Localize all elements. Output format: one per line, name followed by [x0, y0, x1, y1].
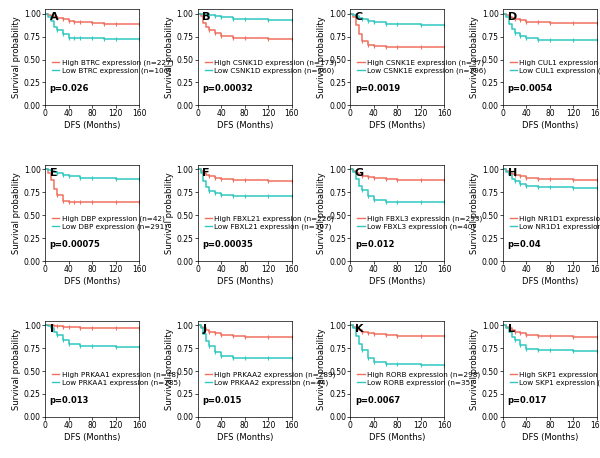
Text: p=0.00032: p=0.00032 — [202, 84, 253, 93]
Legend: High PRKAA2 expression (n=289), Low PRKAA2 expression (n=44): High PRKAA2 expression (n=289), Low PRKA… — [204, 371, 336, 386]
Text: L: L — [508, 323, 515, 333]
Legend: High DBP expression (n=42), Low DBP expression (n=291): High DBP expression (n=42), Low DBP expr… — [52, 215, 167, 230]
Y-axis label: Survival probability: Survival probability — [317, 16, 326, 98]
X-axis label: DFS (Months): DFS (Months) — [64, 121, 120, 130]
X-axis label: DFS (Months): DFS (Months) — [64, 277, 120, 286]
Legend: High PRKAA1 expression (n=48), Low PRKAA1 expression (n=285): High PRKAA1 expression (n=48), Low PRKAA… — [52, 371, 181, 386]
Text: p=0.017: p=0.017 — [508, 396, 547, 404]
Text: p=0.00075: p=0.00075 — [50, 240, 101, 249]
Text: p=0.026: p=0.026 — [50, 84, 89, 93]
X-axis label: DFS (Months): DFS (Months) — [217, 121, 273, 130]
Text: D: D — [508, 12, 517, 22]
Text: C: C — [355, 12, 363, 22]
Y-axis label: Survival probability: Survival probability — [470, 172, 479, 254]
Text: p=0.0019: p=0.0019 — [355, 84, 400, 93]
X-axis label: DFS (Months): DFS (Months) — [217, 433, 273, 442]
Text: B: B — [202, 12, 211, 22]
X-axis label: DFS (Months): DFS (Months) — [369, 433, 425, 442]
X-axis label: DFS (Months): DFS (Months) — [369, 121, 425, 130]
Legend: High CUL1 expression (n=216), Low CUL1 expression (n=117): High CUL1 expression (n=216), Low CUL1 e… — [509, 59, 600, 75]
Legend: High FBXL21 expression (n=226), Low FBXL21 expression (n=107): High FBXL21 expression (n=226), Low FBXL… — [204, 215, 335, 230]
Y-axis label: Survival probability: Survival probability — [164, 328, 173, 409]
Legend: High SKP1 expression (n=48), Low SKP1 expression (n=285): High SKP1 expression (n=48), Low SKP1 ex… — [509, 371, 600, 386]
Text: E: E — [50, 168, 58, 178]
X-axis label: DFS (Months): DFS (Months) — [217, 277, 273, 286]
Legend: High BTRC expression (n=227), Low BTRC expression (n=106): High BTRC expression (n=227), Low BTRC e… — [52, 59, 174, 75]
Text: p=0.0067: p=0.0067 — [355, 396, 400, 404]
Text: J: J — [202, 323, 206, 333]
Text: p=0.00035: p=0.00035 — [202, 240, 253, 249]
Y-axis label: Survival probability: Survival probability — [12, 328, 21, 409]
Text: p=0.012: p=0.012 — [355, 240, 394, 249]
Y-axis label: Survival probability: Survival probability — [164, 16, 173, 98]
Y-axis label: Survival probability: Survival probability — [317, 328, 326, 409]
Text: K: K — [355, 323, 364, 333]
Y-axis label: Survival probability: Survival probability — [164, 172, 173, 254]
X-axis label: DFS (Months): DFS (Months) — [64, 433, 120, 442]
Legend: High CSNK1D expression (n=173), Low CSNK1D expression (n=160): High CSNK1D expression (n=173), Low CSNK… — [204, 59, 337, 75]
Y-axis label: Survival probability: Survival probability — [12, 172, 21, 254]
Y-axis label: Survival probability: Survival probability — [12, 16, 21, 98]
Legend: High RORB expression (n=298), Low RORB expression (n=35): High RORB expression (n=298), Low RORB e… — [356, 371, 481, 386]
X-axis label: DFS (Months): DFS (Months) — [522, 433, 578, 442]
Y-axis label: Survival probability: Survival probability — [317, 172, 326, 254]
Text: H: H — [508, 168, 517, 178]
Y-axis label: Survival probability: Survival probability — [470, 16, 479, 98]
X-axis label: DFS (Months): DFS (Months) — [522, 277, 578, 286]
X-axis label: DFS (Months): DFS (Months) — [369, 277, 425, 286]
Text: I: I — [50, 323, 54, 333]
Text: F: F — [202, 168, 210, 178]
Text: A: A — [50, 12, 58, 22]
Text: p=0.013: p=0.013 — [50, 396, 89, 404]
Text: p=0.0054: p=0.0054 — [508, 84, 553, 93]
Legend: High FBXL3 expression (n=293), Low FBXL3 expression (n=40): High FBXL3 expression (n=293), Low FBXL3… — [356, 215, 483, 230]
Legend: High NR1D1 expression (n=82), Low NR1D1 expression (n=251): High NR1D1 expression (n=82), Low NR1D1 … — [509, 215, 600, 230]
Text: G: G — [355, 168, 364, 178]
Y-axis label: Survival probability: Survival probability — [470, 328, 479, 409]
X-axis label: DFS (Months): DFS (Months) — [522, 121, 578, 130]
Text: p=0.04: p=0.04 — [508, 240, 541, 249]
Text: p=0.015: p=0.015 — [202, 396, 242, 404]
Legend: High CSNK1E expression (n=37), Low CSNK1E expression (n=296): High CSNK1E expression (n=37), Low CSNK1… — [356, 59, 487, 75]
